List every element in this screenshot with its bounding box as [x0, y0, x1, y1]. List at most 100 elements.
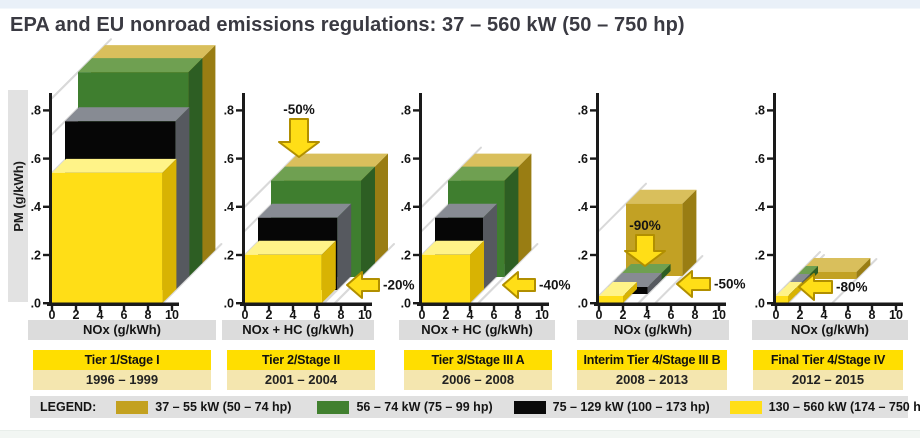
chart-text: 0	[242, 308, 249, 322]
chart-text: .0	[578, 297, 588, 311]
y-axis	[242, 93, 245, 306]
chart-text: .2	[578, 248, 588, 262]
legend-item: 37 – 55 kW (50 – 74 hp)	[116, 400, 291, 414]
chart-text: .2	[401, 248, 411, 262]
x-axis-title-4: NOx (g/kWh)	[577, 320, 729, 340]
box-green-side	[188, 58, 203, 278]
y-axis	[49, 93, 52, 306]
chart-text: 4	[467, 308, 474, 322]
reduction-arrow	[798, 273, 833, 301]
chart-text: 2	[443, 308, 450, 322]
y-tick	[413, 109, 419, 112]
chart-text: 2	[266, 308, 273, 322]
tier-name: Final Tier 4/Stage IV	[753, 350, 903, 370]
tier-years: 2006 – 2008	[404, 370, 552, 390]
box-green-side	[504, 166, 519, 277]
x-tick	[597, 305, 601, 311]
x-axis	[417, 302, 549, 306]
x-tick	[846, 305, 850, 311]
panel-1-chart: .0 .2 .4 .6 .8 0 2 4 6 8 10	[31, 38, 223, 322]
panel-4-chart: .0 .2 .4 .6 .8 0 2 4 6 8 10 -90% -50%	[578, 93, 746, 322]
chart-text: 10	[165, 308, 179, 322]
y-tick	[43, 157, 49, 160]
chart-text: .6	[31, 152, 41, 166]
bottom-strip	[0, 430, 920, 438]
tier-name: Interim Tier 4/Stage III B	[577, 350, 727, 370]
x-tick	[74, 305, 78, 311]
chart-text: .8	[224, 104, 234, 118]
chart-text: 4	[97, 308, 104, 322]
tier-years: 2012 – 2015	[753, 370, 903, 390]
chart-text: .0	[755, 297, 765, 311]
chart-text: -20%	[383, 278, 415, 293]
legend-swatch-green	[317, 400, 350, 414]
box-olive-top	[91, 45, 216, 60]
x-tick	[170, 305, 174, 311]
y-tick	[590, 205, 596, 208]
legend-item-label: 130 – 560 kW (174 – 750 hp)	[768, 400, 920, 414]
box-yellow-top	[422, 240, 484, 255]
tier-years: 2001 – 2004	[227, 370, 375, 390]
x-tick	[122, 305, 126, 311]
panel-2-chart: .0 .2 .4 .6 .8 0 2 4 6 8 10 -50% -20%	[224, 93, 415, 322]
tier-label-2: Tier 2/Stage II 2001 – 2004	[227, 350, 375, 390]
chart-text: 4	[644, 308, 651, 322]
chart-text: .0	[224, 297, 234, 311]
box-black-side	[483, 203, 497, 290]
chart-text: .4	[401, 200, 411, 214]
y-tick	[590, 302, 596, 305]
chart-text: .4	[224, 200, 234, 214]
chart-text: .2	[755, 248, 765, 262]
y-tick	[767, 109, 773, 112]
chart-text: -90%	[629, 218, 661, 233]
x-tick	[822, 305, 826, 311]
box-black-top	[435, 203, 497, 218]
reduction-arrow	[676, 270, 711, 298]
reduction-arrow	[624, 234, 666, 267]
x-tick	[267, 305, 271, 311]
chart-text: 2	[620, 308, 627, 322]
box-yellow-top	[52, 158, 177, 173]
x-tick	[774, 305, 778, 311]
x-tick	[894, 305, 898, 311]
legend-label: LEGEND:	[40, 400, 97, 414]
chart-text: 4	[821, 308, 828, 322]
x-axis	[594, 302, 726, 306]
box-black-side	[647, 273, 662, 294]
y-tick	[413, 205, 419, 208]
box-yellow-side	[623, 282, 637, 303]
box-yellow	[776, 296, 788, 303]
x-tick	[870, 305, 874, 311]
box-yellow	[245, 254, 322, 303]
reduction-arrow	[346, 271, 380, 299]
chart-text: .2	[31, 248, 41, 262]
top-strip	[0, 0, 920, 9]
box-olive-top	[461, 153, 532, 168]
y-tick	[236, 205, 242, 208]
chart-text: 2	[797, 308, 804, 322]
chart-text: 10	[358, 308, 372, 322]
chart-text: .0	[31, 297, 41, 311]
x-tick	[693, 305, 697, 311]
chart-text: .6	[224, 152, 234, 166]
y-tick	[43, 253, 49, 257]
tier-years: 1996 – 1999	[33, 370, 211, 390]
box-olive-top	[626, 189, 697, 204]
box-olive-side	[856, 258, 871, 279]
chart-text: 2	[73, 308, 80, 322]
tier-label-5: Final Tier 4/Stage IV 2012 – 2015	[753, 350, 903, 390]
y-tick	[43, 205, 49, 208]
y-tick	[413, 302, 419, 305]
chart-text: .6	[401, 152, 411, 166]
chart-text: 0	[596, 308, 603, 322]
x-tick	[339, 305, 343, 311]
x-tick	[669, 305, 673, 311]
chart-text: -50%	[283, 102, 315, 117]
legend-item: 75 – 129 kW (100 – 173 hp)	[513, 400, 710, 414]
chart-text: .4	[31, 200, 41, 214]
box-green-top	[448, 166, 519, 181]
chart-text: 4	[290, 308, 297, 322]
y-tick	[590, 157, 596, 160]
x-axis-title-2: NOx + HC (g/kWh)	[222, 320, 374, 340]
